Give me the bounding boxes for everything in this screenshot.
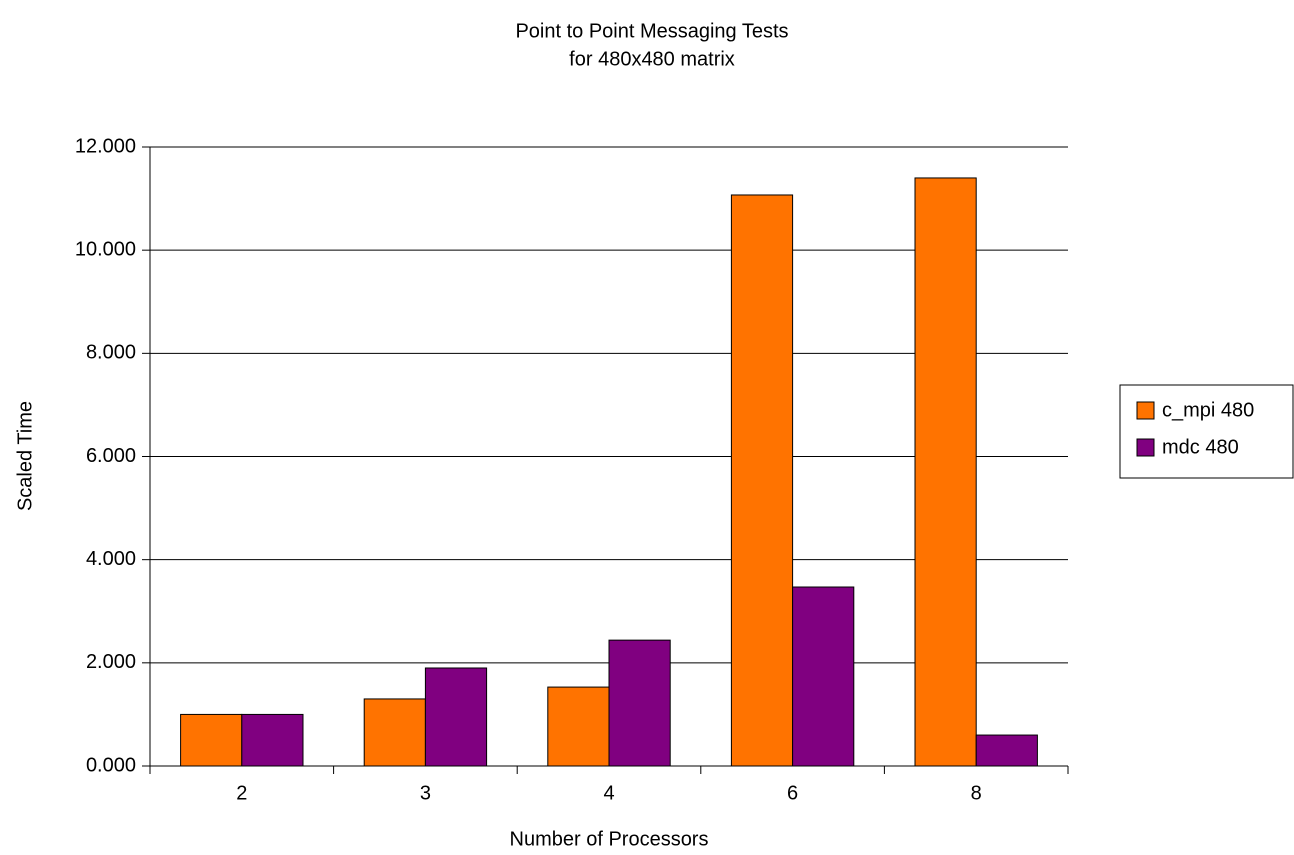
legend-label: c_mpi 480 bbox=[1162, 399, 1254, 421]
legend-box bbox=[1119, 384, 1294, 479]
chart-subtitle: for 480x480 matrix bbox=[569, 48, 735, 70]
bar bbox=[914, 177, 977, 767]
chart-title: Point to Point Messaging Tests bbox=[515, 20, 788, 42]
bar bbox=[975, 734, 1038, 767]
bar bbox=[547, 686, 610, 767]
y-tick-label: 12.000 bbox=[75, 135, 136, 157]
legend-swatch bbox=[1136, 401, 1155, 420]
x-tick-label: 4 bbox=[603, 782, 614, 804]
x-tick-label: 6 bbox=[787, 782, 798, 804]
y-tick-label: 4.000 bbox=[86, 548, 136, 570]
x-tick-label: 8 bbox=[971, 782, 982, 804]
y-tick-label: 2.000 bbox=[86, 651, 136, 673]
bar bbox=[792, 586, 855, 767]
bar bbox=[363, 698, 426, 767]
y-tick-label: 8.000 bbox=[86, 342, 136, 364]
x-tick-label: 2 bbox=[236, 782, 247, 804]
bar bbox=[608, 639, 671, 767]
y-tick-label: 0.000 bbox=[86, 754, 136, 776]
legend-label: mdc 480 bbox=[1162, 436, 1239, 458]
bar bbox=[424, 667, 488, 767]
legend-swatch bbox=[1136, 438, 1155, 457]
x-axis-label: Number of Processors bbox=[510, 828, 709, 850]
bar bbox=[241, 713, 304, 767]
y-axis-label: Scaled Time bbox=[14, 401, 36, 511]
y-tick-label: 10.000 bbox=[75, 238, 136, 260]
bar bbox=[180, 713, 243, 767]
x-tick-label: 3 bbox=[420, 782, 431, 804]
y-tick-label: 6.000 bbox=[86, 445, 136, 467]
bar bbox=[730, 194, 794, 767]
